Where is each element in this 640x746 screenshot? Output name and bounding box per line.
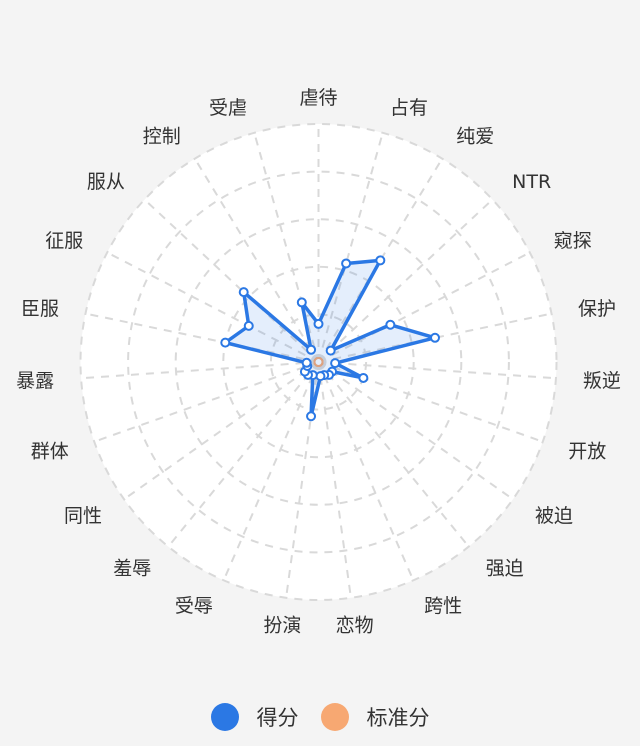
radar-ring (174, 218, 463, 506)
legend-swatch-score (210, 703, 239, 731)
radar-axis-line (317, 158, 444, 363)
data-point (325, 345, 336, 356)
axis-label: 开放 (568, 441, 606, 463)
axis-label: 受虐 (209, 97, 247, 119)
data-point (385, 319, 396, 330)
radar-axis-line (253, 132, 320, 363)
radar-axis-line (318, 361, 557, 380)
axis-label: 叛逆 (583, 370, 621, 392)
radar-axis-line (317, 198, 494, 363)
axis-label: 臣服 (21, 298, 59, 320)
axis-label: 同性 (64, 505, 102, 527)
data-point (313, 357, 324, 367)
data-point (341, 258, 352, 269)
radar-axis-line (123, 361, 320, 501)
axis-label: 虐待 (299, 87, 337, 109)
series-area (223, 258, 437, 418)
data-point (220, 337, 231, 348)
legend-label-standard: 标准分 (366, 706, 430, 730)
radar-axis-line (106, 251, 319, 363)
data-point (430, 332, 441, 343)
radar-axis-line (317, 361, 514, 501)
legend-label-score: 得分 (256, 706, 299, 730)
data-point (330, 358, 341, 369)
axis-label: 窥探 (554, 230, 592, 252)
radar-axis-line (318, 361, 544, 443)
axis-label: 羞辱 (113, 558, 151, 580)
axis-label: 控制 (143, 126, 181, 148)
radar-axis-line (80, 361, 319, 380)
axis-label: 征服 (45, 230, 83, 252)
legend: 得分 标准分 (0, 702, 640, 732)
axis-label: 扮演 (263, 615, 301, 637)
legend-item-standard[interactable]: 标准分 (320, 702, 430, 732)
radar-axis-line (318, 251, 531, 363)
radar-axis-line (285, 361, 320, 598)
axis-label: NTR (512, 171, 551, 193)
axis-label: 纯爱 (456, 126, 494, 148)
axis-label: 群体 (31, 441, 69, 463)
legend-item-score[interactable]: 得分 (210, 702, 299, 732)
data-point (296, 297, 307, 308)
data-point (375, 255, 386, 266)
radar-ring (269, 313, 368, 411)
axis-label: 保护 (578, 298, 616, 320)
data-point (313, 318, 324, 329)
axis-label: 占有 (390, 97, 428, 119)
radar-axis-line (317, 361, 415, 581)
axis-label: 受辱 (175, 595, 213, 617)
radar-axis-line (317, 361, 470, 548)
radar-axis-line (143, 198, 320, 363)
axis-label: 服从 (87, 171, 125, 193)
data-point (306, 411, 317, 422)
radar-ring (79, 123, 558, 601)
legend-swatch-standard (320, 703, 349, 731)
axis-label: 暴露 (16, 370, 54, 392)
data-point (306, 344, 317, 355)
radar-axis-line (85, 312, 319, 363)
radar-axis-line (167, 361, 320, 548)
axis-label: 跨性 (424, 595, 462, 617)
radar-axis-line (318, 312, 552, 363)
data-point (243, 320, 254, 331)
radar-axis-line (317, 132, 384, 363)
radar-axis-line (222, 361, 320, 581)
radar-axis-line (193, 158, 320, 363)
radar-ring (222, 265, 415, 459)
axis-label: 恋物 (336, 615, 374, 637)
radar-axis-line (317, 361, 352, 598)
radar-ring (127, 170, 510, 554)
axis-label: 被迫 (535, 505, 573, 527)
radar-axis-line (93, 361, 319, 443)
data-point (238, 287, 249, 298)
data-point (301, 357, 312, 368)
axis-label: 强迫 (486, 558, 524, 580)
data-point (358, 372, 369, 383)
